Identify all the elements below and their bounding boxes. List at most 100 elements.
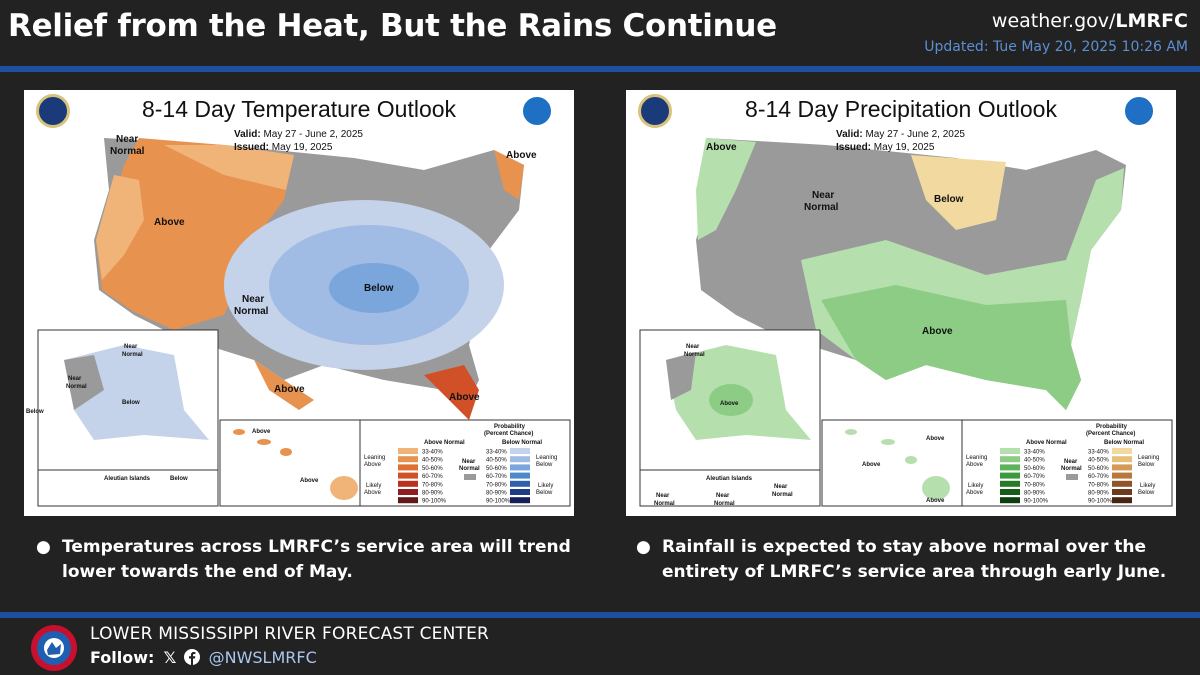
legend-likely-above: Likely bbox=[366, 483, 381, 489]
legend-subheading: (Percent Chance) bbox=[484, 431, 533, 437]
x-icon[interactable]: 𝕏 bbox=[163, 648, 177, 667]
label-aleutian-near-normal-a-2: Normal bbox=[654, 501, 675, 507]
legend-swatch-below-3 bbox=[510, 472, 530, 479]
legend-frame bbox=[961, 419, 1173, 507]
org-name: LOWER MISSISSIPPI RIVER FORECAST CENTER bbox=[90, 624, 490, 644]
hawaii-island-1 bbox=[233, 429, 245, 435]
legend-swatch-above-5 bbox=[398, 489, 418, 495]
nws-logo-icon bbox=[31, 625, 77, 671]
label-hi-above-2: Above bbox=[862, 462, 881, 468]
label-near-normal-central: Near bbox=[242, 294, 264, 305]
legend-swatch-above-5 bbox=[1000, 489, 1020, 495]
bottom-accent-bar bbox=[0, 612, 1200, 618]
hawaii-island-2 bbox=[257, 439, 271, 445]
label-ak-above: Above bbox=[720, 401, 739, 407]
label-hi-above-2: Above bbox=[300, 478, 319, 484]
legend-frame bbox=[359, 419, 571, 507]
legend-swatch-below-4 bbox=[510, 480, 530, 487]
doc-seal-icon bbox=[36, 94, 70, 128]
label-ak-below-w: Below bbox=[26, 409, 44, 415]
label-hi-above-1: Above bbox=[252, 429, 271, 435]
legend-swatch-above-0 bbox=[398, 448, 418, 454]
legend-heading: Probability bbox=[494, 424, 526, 430]
leaning-above-coast-area bbox=[96, 175, 144, 280]
legend-range-above-4: 70-80% bbox=[1024, 482, 1045, 488]
label-ak-near-normal: Near bbox=[686, 344, 700, 350]
facebook-icon[interactable] bbox=[183, 649, 200, 665]
legend-swatch-below-5 bbox=[1112, 489, 1132, 495]
legend-likely-below: Likely bbox=[538, 483, 553, 489]
site-link[interactable]: weather.gov/LMRFC bbox=[992, 10, 1188, 32]
legend-leaning-below: Leaning bbox=[1138, 455, 1159, 461]
legend-range-above-6: 90-100% bbox=[1024, 499, 1049, 505]
temp-valid-label: Valid: bbox=[234, 129, 261, 140]
temperature-map-meta: Valid: May 27 - June 2, 2025 Issued: May… bbox=[234, 128, 363, 154]
precipitation-bullet-text: Rainfall is expected to stay above norma… bbox=[662, 537, 1167, 582]
label-above-texas: Above bbox=[274, 384, 305, 395]
legend-heading: Probability bbox=[1096, 424, 1128, 430]
social-handle[interactable]: @NWSLMRFC bbox=[208, 648, 317, 667]
legend-swatch-below-4 bbox=[1112, 480, 1132, 487]
legend-swatch-below-1 bbox=[510, 456, 530, 463]
leaning-above-north-area bbox=[164, 145, 294, 190]
label-above-west: Above bbox=[154, 217, 185, 228]
precipitation-map-graphic: Probability(Percent Chance) Above Normal B… bbox=[639, 138, 1173, 507]
legend-range-above-0: 33-40% bbox=[422, 450, 443, 456]
legend-near-normal-2: Normal bbox=[459, 466, 480, 472]
updated-timestamp: Updated: Tue May 20, 2025 10:26 AM bbox=[924, 39, 1188, 55]
label-aleutian-near-normal-2: Normal bbox=[772, 492, 793, 498]
aleutian-inset-frame bbox=[37, 469, 219, 507]
legend-range-above-2: 50-60% bbox=[422, 466, 443, 472]
legend-range-below-0: 33-40% bbox=[486, 450, 507, 456]
follow-label: Follow: bbox=[90, 648, 155, 667]
above-northwest-area bbox=[696, 138, 756, 240]
site-prefix: weather.gov/ bbox=[991, 10, 1116, 32]
legend-range-below-2: 50-60% bbox=[1088, 466, 1109, 472]
precip-valid-value: May 27 - June 2, 2025 bbox=[865, 129, 965, 140]
legend-range-below-3: 60-70% bbox=[486, 474, 507, 480]
label-hi-above-1: Above bbox=[926, 436, 945, 442]
legend-likely-below: Likely bbox=[1140, 483, 1155, 489]
legend-above-header: Above Normal bbox=[1026, 440, 1067, 446]
legend-swatch-below-6 bbox=[510, 497, 530, 504]
aleutian-inset-frame bbox=[639, 469, 821, 507]
legend-range-above-5: 80-90% bbox=[1024, 491, 1045, 497]
hawaii-island-4 bbox=[330, 476, 358, 500]
legend-range-below-5: 80-90% bbox=[1088, 491, 1109, 497]
legend-range-above-1: 40-50% bbox=[1024, 458, 1045, 464]
precip-issued-label: Issued: bbox=[836, 142, 872, 153]
label-aleutian-near-normal-b: Near bbox=[716, 493, 730, 499]
legend-swatch-below-0 bbox=[510, 448, 530, 454]
label-below-central: Below bbox=[364, 283, 394, 294]
legend-range-below-5: 80-90% bbox=[486, 491, 507, 497]
legend-swatch-above-1 bbox=[398, 456, 418, 463]
legend-swatch-near-normal bbox=[464, 474, 476, 480]
legend-swatch-below-2 bbox=[510, 464, 530, 471]
label-aleutian-near-normal: Near bbox=[774, 484, 788, 490]
temperature-map-graphic: Probability(Percent Chance) Above Normal B… bbox=[26, 134, 571, 507]
below-core bbox=[329, 263, 419, 313]
above-west-area bbox=[96, 138, 294, 330]
legend-range-below-2: 50-60% bbox=[486, 466, 507, 472]
legend-swatch-below-3 bbox=[1112, 472, 1132, 479]
label-near-normal-2: Normal bbox=[804, 202, 839, 213]
page-title: Relief from the Heat, But the Rains Cont… bbox=[8, 8, 777, 44]
hawaii-island-4 bbox=[922, 476, 950, 500]
legend-leaning-above-2: Above bbox=[966, 462, 984, 468]
temp-issued-value: May 19, 2025 bbox=[271, 142, 333, 153]
legend-subheading: (Percent Chance) bbox=[1086, 431, 1135, 437]
legend-range-below-4: 70-80% bbox=[486, 482, 507, 488]
label-ak-near-normal-n-2: Normal bbox=[122, 352, 143, 358]
label-aleutian: Aleutian Islands bbox=[104, 476, 151, 482]
legend-swatch-below-1 bbox=[1112, 456, 1132, 463]
legend-range-below-3: 60-70% bbox=[1088, 474, 1109, 480]
legend-leaning-below: Leaning bbox=[536, 455, 557, 461]
site-bold: LMRFC bbox=[1115, 10, 1188, 32]
label-ak-near-normal-n: Near bbox=[124, 344, 138, 350]
temperature-bullet-text: Temperatures across LMRFC’s service area… bbox=[62, 537, 571, 582]
legend-swatch-above-6 bbox=[398, 497, 418, 504]
label-above-florida: Above bbox=[449, 392, 480, 403]
legend-range-below-6: 90-100% bbox=[1088, 499, 1113, 505]
legend-range-below-0: 33-40% bbox=[1088, 450, 1109, 456]
legend-swatch-below-2 bbox=[1112, 464, 1132, 471]
